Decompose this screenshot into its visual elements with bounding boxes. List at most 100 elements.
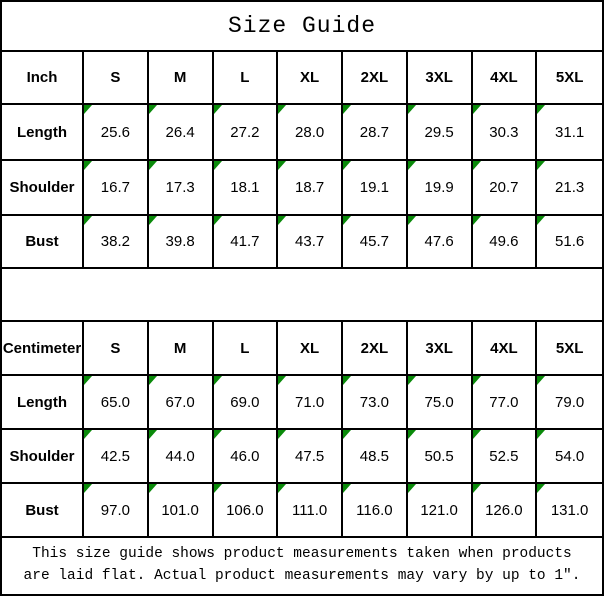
measurement-value: 106.0: [226, 501, 264, 519]
row-label-length-inch: Length: [2, 105, 84, 161]
measurement-value: 77.0: [489, 393, 519, 411]
measurement-value: 131.0: [550, 501, 589, 519]
measurement-cell: 51.6: [537, 216, 602, 269]
row-label-length-cm: Length: [2, 376, 84, 430]
measurement-value: 121.0: [420, 501, 458, 519]
green-corner-triangle-icon: [278, 216, 287, 225]
green-corner-triangle-icon: [407, 484, 416, 493]
measurement-cell: 41.7: [213, 216, 279, 269]
measurement-cell: 27.2: [213, 105, 279, 161]
measurement-cell: 18.1: [213, 161, 279, 216]
green-corner-triangle-icon: [472, 484, 481, 493]
measurement-value: 69.0: [230, 393, 260, 411]
row-label-shoulder-cm: Shoulder: [2, 430, 84, 484]
green-corner-triangle-icon: [148, 216, 157, 225]
measurement-value: 25.6: [100, 123, 130, 141]
row-label-bust-inch: Bust: [2, 216, 84, 269]
measurement-cell: 67.0: [148, 376, 214, 430]
measurement-cell: 31.1: [537, 105, 602, 161]
measurement-cell: 28.0: [278, 105, 343, 161]
green-corner-triangle-icon: [343, 430, 351, 439]
measurement-value: 50.5: [424, 447, 454, 465]
measurement-cell: 131.0: [537, 484, 602, 538]
page-title: Size Guide: [2, 2, 602, 52]
green-corner-triangle-icon: [84, 216, 92, 225]
green-corner-triangle-icon: [84, 484, 92, 493]
green-corner-triangle-icon: [472, 216, 481, 225]
green-corner-triangle-icon: [278, 161, 287, 170]
measurement-value: 21.3: [555, 179, 585, 196]
measurement-value: 47.6: [424, 233, 454, 250]
green-corner-triangle-icon: [213, 376, 222, 385]
measurement-value: 101.0: [161, 501, 199, 519]
footnote-line-2: are laid flat. Actual product measuremen…: [23, 568, 581, 584]
header-cell-size-5xl: 5XL: [537, 52, 602, 105]
footnote-line-1: This size guide shows product measuremen…: [32, 546, 572, 563]
measurement-cell: 26.4: [148, 105, 214, 161]
measurement-cell: 75.0: [407, 376, 473, 430]
measurement-value: 30.3: [489, 123, 519, 141]
measurement-value: 18.1: [230, 179, 260, 196]
measurement-cell: 38.2: [84, 216, 149, 269]
measurement-cell: 25.6: [84, 105, 149, 161]
header-cell-size-4xl: 4XL: [472, 322, 538, 376]
measurement-value: 20.7: [489, 179, 519, 196]
green-corner-triangle-icon: [407, 430, 416, 439]
measurement-cell: 39.8: [148, 216, 214, 269]
green-corner-triangle-icon: [343, 376, 351, 385]
green-corner-triangle-icon: [213, 484, 222, 493]
measurement-cell: 79.0: [537, 376, 602, 430]
measurement-cell: 73.0: [343, 376, 408, 430]
measurement-cell: 20.7: [472, 161, 538, 216]
measurement-value: 47.5: [295, 447, 325, 465]
measurement-value: 52.5: [489, 447, 519, 465]
measurement-cell: 49.6: [472, 216, 538, 269]
measurement-cell: 19.9: [407, 161, 473, 216]
measurement-value: 126.0: [485, 501, 523, 519]
measurement-value: 26.4: [165, 123, 195, 141]
green-corner-triangle-icon: [278, 430, 287, 439]
green-corner-triangle-icon: [84, 376, 92, 385]
measurement-value: 54.0: [555, 447, 585, 465]
header-cell-size-m: M: [148, 322, 214, 376]
measurement-value: 27.2: [230, 123, 260, 141]
measurement-value: 18.7: [295, 179, 325, 196]
measurement-cell: 77.0: [472, 376, 538, 430]
green-corner-triangle-icon: [537, 430, 546, 439]
green-corner-triangle-icon: [537, 484, 546, 493]
measurement-value: 79.0: [555, 393, 585, 411]
row-label-bust-cm: Bust: [2, 484, 84, 538]
measurement-value: 17.3: [165, 179, 195, 196]
green-corner-triangle-icon: [537, 376, 546, 385]
measurement-value: 73.0: [359, 393, 389, 411]
header-cell-size-3xl: 3XL: [407, 52, 473, 105]
green-corner-triangle-icon: [472, 161, 481, 170]
measurement-cell: 21.3: [537, 161, 602, 216]
measurement-value: 28.0: [295, 123, 325, 141]
measurement-cell: 29.5: [407, 105, 473, 161]
measurement-value: 19.1: [359, 179, 389, 196]
green-corner-triangle-icon: [343, 484, 351, 493]
header-cell-size-5xl: 5XL: [537, 322, 602, 376]
measurement-value: 111.0: [291, 501, 328, 519]
green-corner-triangle-icon: [148, 105, 157, 114]
measurement-value: 67.0: [165, 393, 195, 411]
measurement-cell: 106.0: [213, 484, 279, 538]
measurement-value: 116.0: [356, 501, 393, 519]
header-cell-size-s: S: [84, 52, 149, 105]
header-cell-size-l: L: [213, 52, 279, 105]
green-corner-triangle-icon: [213, 161, 222, 170]
header-cell-size-l: L: [213, 322, 279, 376]
measurement-value: 48.5: [359, 447, 389, 465]
measurement-cell: 17.3: [148, 161, 214, 216]
measurement-value: 97.0: [100, 501, 130, 519]
measurement-value: 16.7: [100, 179, 130, 196]
green-corner-triangle-icon: [84, 105, 92, 114]
green-corner-triangle-icon: [148, 376, 157, 385]
measurement-cell: 116.0: [343, 484, 408, 538]
header-cell-size-4xl: 4XL: [472, 52, 538, 105]
green-corner-triangle-icon: [213, 216, 222, 225]
green-corner-triangle-icon: [343, 161, 351, 170]
measurement-cell: 101.0: [148, 484, 214, 538]
footnote: This size guide shows product measuremen…: [2, 538, 602, 594]
